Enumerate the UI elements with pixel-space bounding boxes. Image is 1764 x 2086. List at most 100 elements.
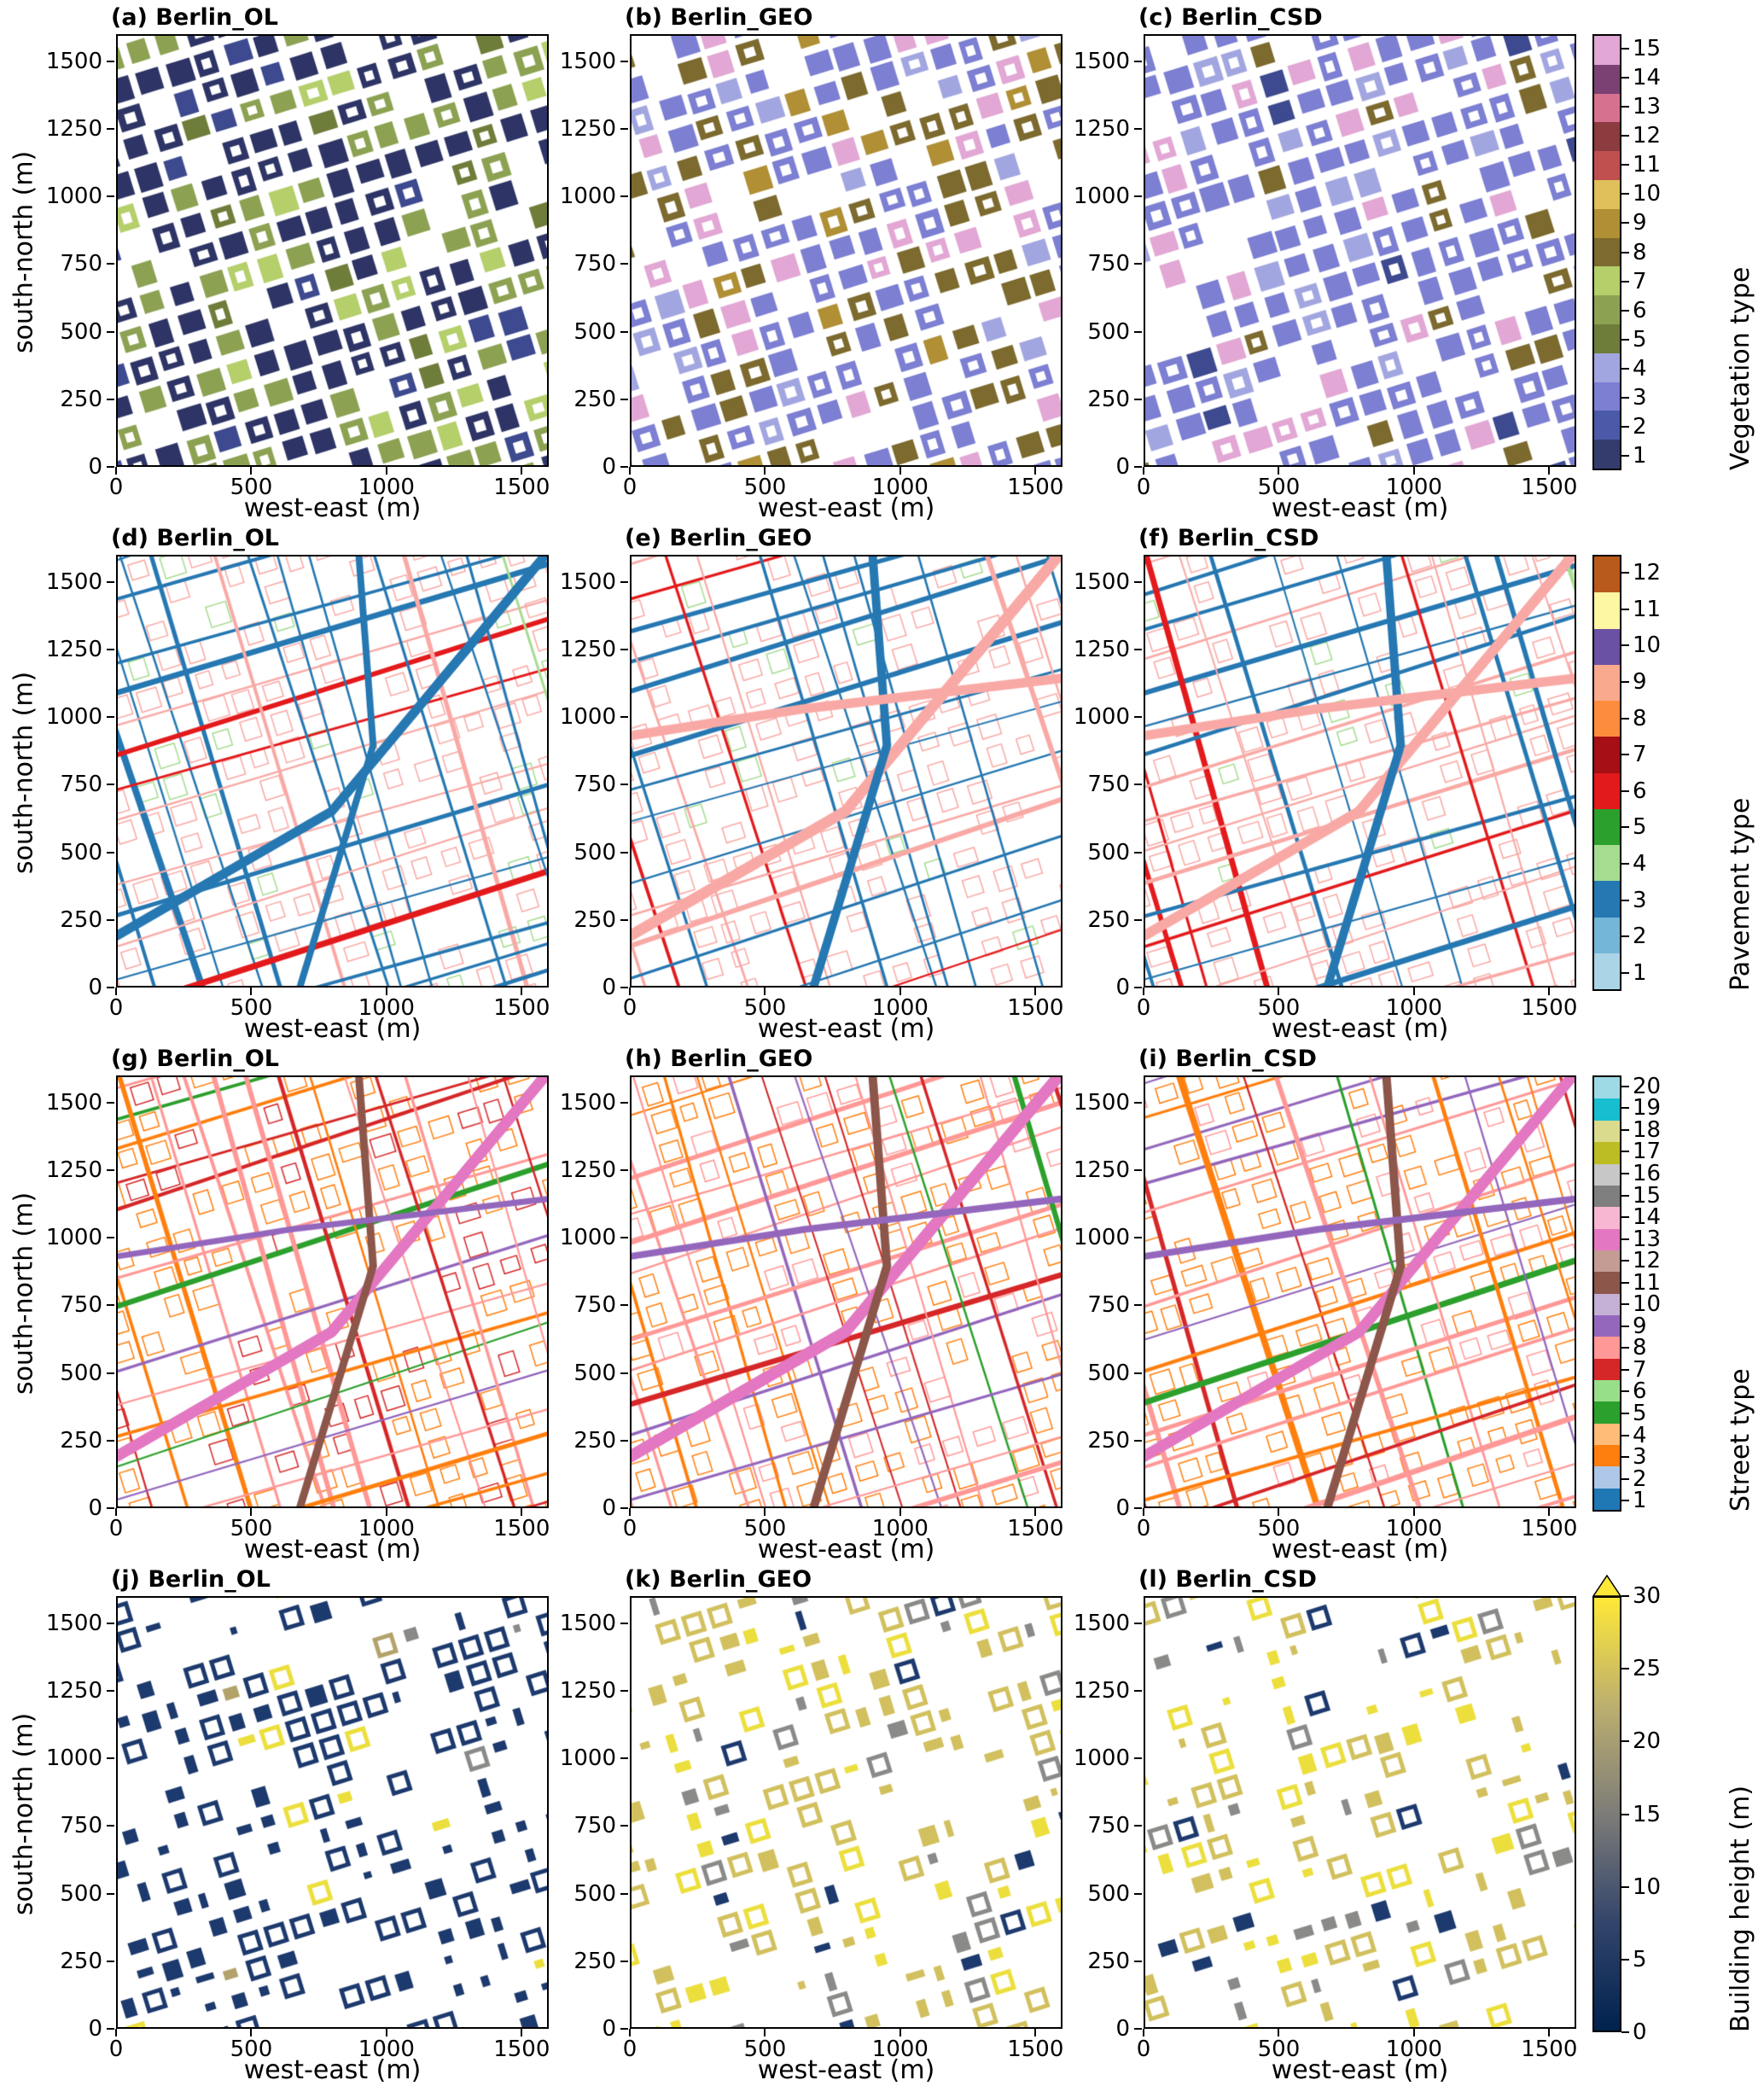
colorbar-ticks: 1 2 3 4 5 6 7 8 9 10 11 12 13 14 15 16 17 18 19 20 — [1621, 1075, 1681, 1512]
ytick-label: 1250 — [1073, 636, 1130, 662]
ytick-label: 750 — [573, 1813, 616, 1839]
xtick-mark — [1034, 1508, 1037, 1516]
x-axis-label: west-east (m) — [243, 1535, 422, 1564]
ytick-mark — [1134, 918, 1142, 921]
map-canvas — [118, 1598, 547, 2027]
colorbar-segment — [1594, 36, 1620, 65]
ytick-mark — [620, 398, 628, 400]
xtick-label: 1500 — [1007, 475, 1064, 500]
cbtick-label: 1 — [1633, 959, 1647, 986]
ytick-label: 500 — [1087, 839, 1130, 865]
row-vegetation: south-north (m) (a) Berlin_OL 0 250 500 750… — [5, 3, 1764, 524]
xtick-label: 1500 — [493, 475, 550, 500]
ytick-label: 0 — [88, 2016, 102, 2042]
xtick-mark — [1143, 988, 1144, 995]
ytick-mark — [1134, 1237, 1142, 1239]
cbtick-label: 10 — [1633, 1291, 1662, 1318]
y-axis-ticks: 0 250 500 750 1000 1250 1500 — [43, 1596, 116, 2040]
xtick-mark — [250, 1508, 253, 1516]
xtick-label: 1000 — [1385, 1516, 1442, 1541]
ytick-mark — [107, 60, 114, 62]
x-axis-label: west-east (m) — [1271, 1014, 1449, 1044]
colorbar-segment — [1594, 1207, 1620, 1229]
xtick-label: 1500 — [493, 995, 550, 1021]
panel-title: (h) Berlin_GEO — [625, 1046, 813, 1072]
cbtick-label: 5 — [1633, 1401, 1647, 1427]
ytick-mark — [620, 918, 628, 921]
xtick-label: 0 — [108, 1516, 124, 1541]
ytick-label: 1500 — [559, 1089, 616, 1116]
x-axis-label: west-east (m) — [1271, 2055, 1449, 2085]
cbtick-mark — [1621, 1885, 1629, 1888]
panel-e-berlin-geo-pavement: (e) Berlin_GEO 0 250 500 750 1000 1250 1500 0 5… — [556, 524, 1070, 1045]
ytick-label: 500 — [1087, 318, 1130, 345]
ytick-label: 1000 — [1073, 184, 1130, 210]
panel-f-berlin-csd-pavement: (f) Berlin_CSD 0 250 500 750 1000 1250 1500 0 5… — [1070, 524, 1584, 1045]
cbtick-mark — [1621, 1128, 1629, 1131]
xtick-label: 500 — [743, 995, 787, 1021]
xtick-mark — [1548, 988, 1551, 995]
ytick-mark — [1134, 1622, 1142, 1624]
ytick-label: 0 — [602, 1495, 616, 1521]
ytick-label: 750 — [60, 1292, 102, 1319]
colorbar-label: Pavement type — [1726, 797, 1755, 991]
panel-l-berlin-csd-building-height: (l) Berlin_CSD 0 250 500 750 1000 1250 1500 0 5… — [1070, 1565, 1584, 2086]
colorbar-segment — [1594, 93, 1620, 123]
ytick-label: 250 — [1087, 386, 1130, 412]
x-axis-label: west-east (m) — [243, 493, 422, 523]
ytick-mark — [620, 1304, 628, 1307]
cbtick-label: 6 — [1633, 778, 1647, 804]
ytick-mark — [620, 851, 628, 854]
xtick-label: 500 — [1257, 2036, 1301, 2062]
colorbar-segment — [1594, 1401, 1620, 1424]
xtick-mark — [385, 1508, 387, 1516]
ytick-mark — [107, 330, 114, 333]
cbtick-label: 15 — [1633, 1801, 1662, 1827]
ytick-mark — [620, 580, 628, 583]
x-axis-ticks: 0 500 1000 1500 — [1137, 467, 1578, 500]
xtick-mark — [1412, 467, 1415, 475]
xtick-mark — [629, 467, 631, 475]
colorbar-segment — [1594, 953, 1620, 989]
ytick-mark — [620, 60, 628, 62]
ytick-mark — [1134, 716, 1142, 719]
cbtick-label: 15 — [1633, 36, 1662, 62]
xtick-label: 1500 — [493, 1516, 550, 1541]
colorbar-segment — [1594, 1379, 1620, 1402]
cbtick-mark — [1621, 1500, 1629, 1502]
panel-title: (i) Berlin_CSD — [1138, 1046, 1317, 1072]
cbtick-mark — [1621, 1194, 1629, 1197]
colorbar-strip — [1592, 1596, 1621, 2032]
xtick-label: 500 — [1257, 1516, 1301, 1541]
cbtick-mark — [1621, 644, 1629, 647]
panel-j-berlin-ol-building-height: (j) Berlin_OL 0 250 500 750 1000 1250 1500 0 50… — [43, 1565, 556, 2086]
map-plot — [1144, 1075, 1576, 1508]
colorbar-segment — [1594, 1163, 1620, 1186]
xtick-label: 0 — [1136, 1516, 1151, 1541]
ytick-mark — [107, 851, 114, 854]
colorbar-segment — [1594, 772, 1620, 809]
xtick-label: 1500 — [1521, 475, 1578, 500]
cbtick-label: 0 — [1633, 2019, 1647, 2045]
x-axis-ticks: 0 500 1000 1500 — [109, 2029, 550, 2060]
ytick-mark — [1134, 127, 1142, 130]
xtick-mark — [1143, 467, 1144, 475]
xtick-mark — [1278, 1508, 1280, 1516]
ytick-label: 1000 — [45, 704, 102, 731]
ytick-mark — [107, 1507, 114, 1509]
xtick-mark — [115, 467, 117, 475]
ytick-label: 1000 — [1073, 1225, 1130, 1251]
xtick-label: 0 — [1136, 995, 1151, 1021]
ytick-label: 250 — [60, 1948, 102, 1974]
xtick-label: 0 — [1136, 475, 1151, 500]
ytick-label: 1000 — [45, 184, 102, 210]
ytick-label: 250 — [573, 906, 616, 933]
row-pavement: south-north (m) (d) Berlin_OL 0 250 500 750… — [5, 524, 1764, 1045]
cbtick-mark — [1621, 717, 1629, 720]
xtick-label: 0 — [622, 475, 637, 500]
xtick-label: 500 — [230, 995, 273, 1021]
cbtick-label: 1 — [1633, 1488, 1647, 1514]
colorbar-segment — [1594, 628, 1620, 665]
cbtick-label: 3 — [1633, 887, 1647, 913]
ytick-mark — [1134, 2028, 1142, 2030]
